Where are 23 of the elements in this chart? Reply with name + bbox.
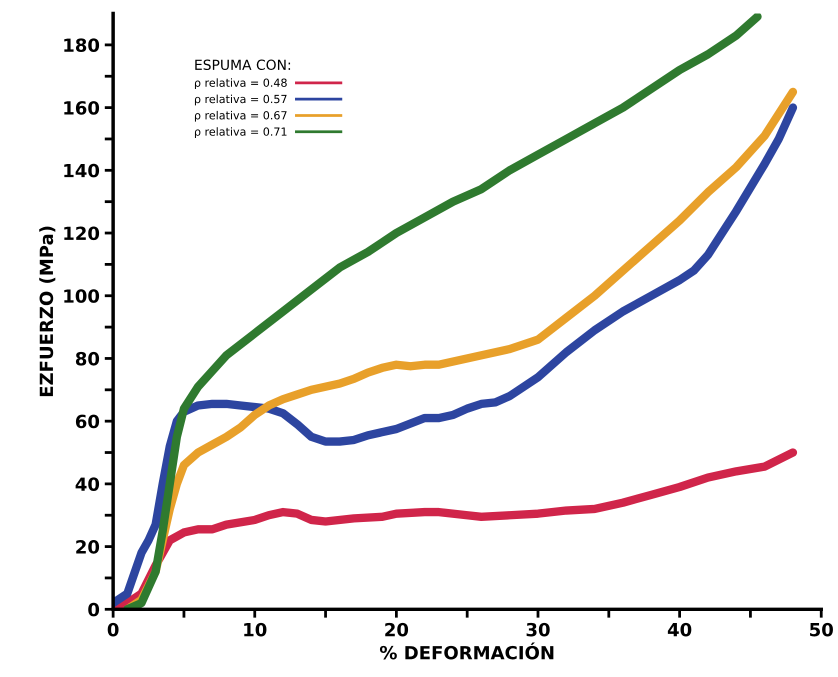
y-tick-label: 120 — [64, 226, 100, 240]
y-tick-label: 20 — [76, 540, 100, 554]
x-tick-label: 30 — [526, 622, 550, 636]
x-tick-label: 0 — [108, 622, 119, 636]
y-tick-label: 40 — [76, 477, 100, 491]
x-tick-label: 40 — [668, 622, 692, 636]
x-tick-label: 20 — [385, 622, 408, 636]
legend-label: ρ relativa = 0.71 — [194, 127, 286, 138]
y-tick-label: 60 — [76, 414, 100, 428]
y-tick-label: 160 — [64, 101, 100, 115]
y-tick-label: 180 — [64, 38, 100, 52]
legend-label: ρ relativa = 0.57 — [194, 94, 287, 106]
legend-label: ρ relativa = 0.48 — [194, 78, 287, 90]
x-axis-title: % DEFORMACIÓN — [380, 642, 554, 660]
y-axis-title: EZFUERZO (MPa) — [39, 226, 56, 396]
y-tick-label: 0 — [88, 602, 100, 616]
y-tick-label: 100 — [64, 289, 100, 303]
y-tick-label: 140 — [64, 164, 100, 178]
legend-label: ρ relativa = 0.67 — [194, 110, 287, 122]
y-tick-label: 80 — [76, 352, 100, 366]
legend-title: ESPUMA CON: — [195, 60, 290, 70]
x-tick-label: 10 — [244, 622, 266, 636]
x-tick-label: 50 — [810, 622, 833, 636]
